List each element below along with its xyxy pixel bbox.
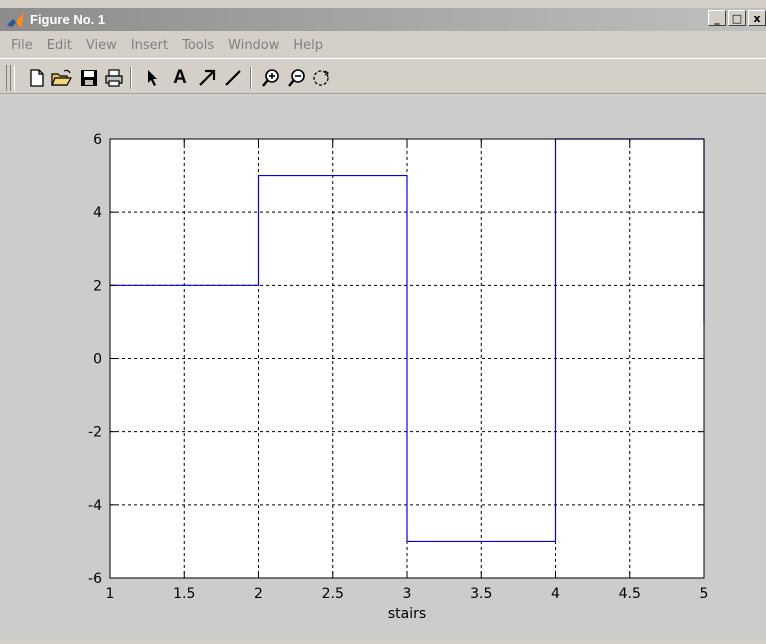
open-file-icon [51, 69, 73, 86]
select-button[interactable] [142, 67, 164, 89]
x-tick-labels: 1 1.5 2 2.5 3 3.5 4 4.5 5 [106, 586, 709, 602]
select-arrow-icon [148, 70, 157, 86]
line-insert-icon [225, 70, 241, 86]
x-tick-label: 5 [700, 586, 709, 602]
toolbar: A [0, 58, 766, 94]
minimize-button[interactable]: _ [708, 10, 726, 26]
window-title: Figure No. 1 [30, 12, 106, 27]
maximize-icon: □ [731, 11, 743, 25]
insert-arrow-button[interactable] [196, 67, 218, 89]
x-tick-label: 4 [551, 586, 560, 602]
zoom-in-icon [262, 69, 279, 87]
toolbar-grip-2 [10, 65, 15, 91]
arrow-insert-icon [199, 69, 216, 86]
menu-view[interactable]: View [85, 37, 117, 53]
save-button[interactable] [78, 67, 100, 89]
y-tick-label: 2 [93, 278, 102, 294]
figure-canvas[interactable]: 1 1.5 2 2.5 3 3.5 4 4.5 5 -6 -4 -2 0 2 4 6 stairs [0, 96, 766, 639]
x-tick-label: 3 [403, 586, 412, 602]
matlab-logo-icon [7, 11, 24, 28]
x-tick-label: 2.5 [322, 586, 344, 602]
y-tick-label: -2 [88, 425, 102, 441]
window-controls: _ □ x [708, 10, 766, 26]
close-button[interactable]: x [748, 10, 766, 26]
plot-svg: 1 1.5 2 2.5 3 3.5 4 4.5 5 -6 -4 -2 0 2 4 6 stairs [88, 132, 709, 622]
y-tick-label: -4 [88, 498, 102, 514]
new-figure-button[interactable] [26, 67, 48, 89]
menu-help[interactable]: Help [293, 37, 324, 53]
rotate-3d-button[interactable] [310, 67, 332, 89]
menu-tools[interactable]: Tools [182, 37, 215, 53]
menu-edit[interactable]: Edit [46, 37, 72, 53]
print-button[interactable] [103, 67, 125, 89]
menu-bar: File Edit View Insert Tools Window Help [0, 33, 766, 57]
toolbar-separator [130, 67, 132, 89]
menu-insert[interactable]: Insert [130, 37, 169, 53]
menu-window[interactable]: Window [228, 37, 280, 53]
minimize-icon: _ [714, 11, 720, 25]
menu-file[interactable]: File [11, 37, 33, 53]
y-tick-label: -6 [88, 571, 102, 587]
x-tick-label: 1.5 [173, 586, 195, 602]
open-file-button[interactable] [51, 67, 73, 89]
insert-line-button[interactable] [222, 67, 244, 89]
toolbar-separator-2 [250, 67, 252, 89]
zoom-out-button[interactable] [286, 67, 308, 89]
y-tick-label: 6 [93, 132, 102, 148]
text-insert-icon: A [173, 67, 187, 88]
new-figure-icon [30, 69, 44, 87]
x-axis-label: stairs [388, 606, 426, 622]
insert-text-button[interactable]: A [169, 67, 191, 89]
x-tick-label: 3.5 [470, 586, 492, 602]
y-tick-labels: -6 -4 -2 0 2 4 6 [88, 132, 102, 587]
zoom-out-icon [288, 69, 305, 87]
maximize-button[interactable]: □ [728, 10, 746, 26]
tick-marks [109, 138, 705, 579]
y-tick-label: 0 [93, 352, 102, 368]
rotate-3d-icon [313, 70, 330, 86]
close-icon: x [753, 11, 761, 25]
x-tick-label: 2 [254, 586, 263, 602]
x-tick-label: 4.5 [619, 586, 641, 602]
zoom-in-button[interactable] [260, 67, 282, 89]
print-icon [105, 69, 123, 87]
x-tick-label: 1 [106, 586, 115, 602]
save-icon [81, 70, 97, 86]
y-tick-label: 4 [93, 205, 102, 221]
title-bar[interactable]: Figure No. 1 _ □ x [0, 8, 766, 31]
